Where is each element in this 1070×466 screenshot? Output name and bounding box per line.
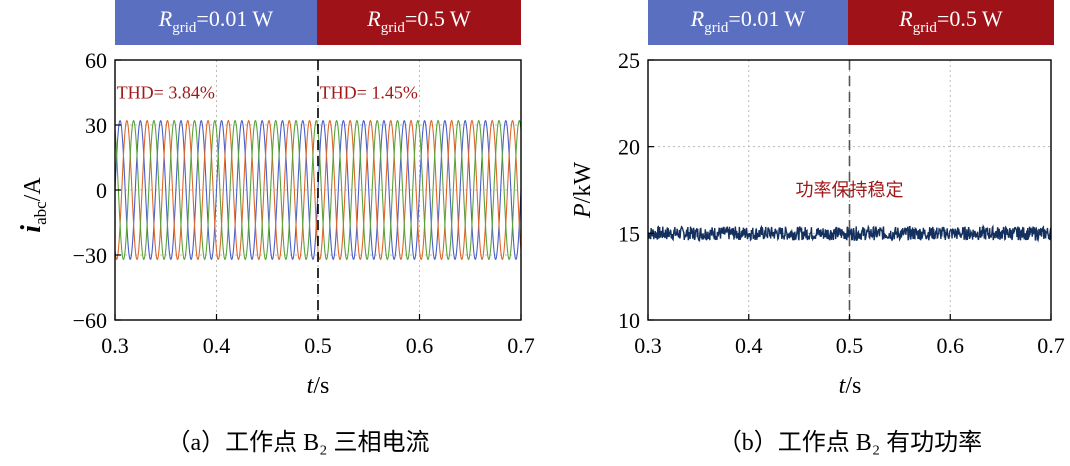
panel-a-ticks: 0.3 0.4 0.5 0.6 0.7 60 30 0 −30 −60 [73,48,535,358]
x-tick-label: 0.6 [406,333,434,358]
y-tick-label: 60 [85,48,107,73]
panel-a-ylabel: iabc/A [16,177,50,233]
x-tick-label: 0.7 [1037,333,1065,358]
panel-a-caption: （a）工作点 B₂ 三相电流 [166,429,429,456]
band-b-low [648,0,848,45]
panel-a-xlabel: t/s [307,373,330,399]
y-tick-label: 30 [85,113,107,138]
x-tick-label: 0.7 [507,333,535,358]
panel-b-ylabel: P/kW [570,162,596,219]
y-tick-label: 20 [618,135,640,160]
annotation-label: THD= 1.45% [320,83,418,103]
y-tick-label: −30 [73,243,107,268]
y-tick-label: 10 [618,308,640,333]
x-tick-label: 0.3 [101,333,129,358]
annotation-label: 功率保持稳定 [796,180,904,200]
x-tick-label: 0.4 [203,333,231,358]
annotation-label: THD= 3.84% [117,83,215,103]
band-b-high-label: Rgrid=0.5 W [898,6,1003,36]
y-tick-label: −60 [73,308,107,333]
x-tick-label: 0.4 [735,333,763,358]
y-tick-label: 0 [96,178,107,203]
series-line-ib [114,120,522,260]
panel-b-ticks: 0.3 0.4 0.5 0.6 0.7 25 20 15 10 [618,48,1065,358]
band-b-high [848,0,1054,45]
panel-b-caption: （b）工作点 B₂ 有功功率 [718,429,982,456]
band-a-low [115,0,317,45]
panel-b-chart: Rgrid=0.01 W Rgrid=0.5 W 功率保持稳定 0.3 0.4 0.… [570,0,1065,456]
panel-b-xlabel: t/s [839,373,862,399]
x-tick-label: 0.6 [937,333,965,358]
band-a-low-label: Rgrid=0.01 W [158,6,274,36]
x-tick-label: 0.5 [836,333,864,358]
panel-a-chart: Rgrid=0.01 W Rgrid=0.5 W THD= 3.84% THD= … [16,0,535,456]
band-a-high-label: Rgrid=0.5 W [366,6,471,36]
x-tick-label: 0.5 [304,333,332,358]
band-b-low-label: Rgrid=0.01 W [690,6,806,36]
y-tick-label: 15 [618,221,640,246]
y-tick-label: 25 [618,48,640,73]
band-a-high [317,0,521,45]
panel-b-annotations: 功率保持稳定 [796,180,904,200]
panel-a-annotations: THD= 3.84% THD= 1.45% [117,83,418,103]
x-tick-label: 0.3 [634,333,662,358]
